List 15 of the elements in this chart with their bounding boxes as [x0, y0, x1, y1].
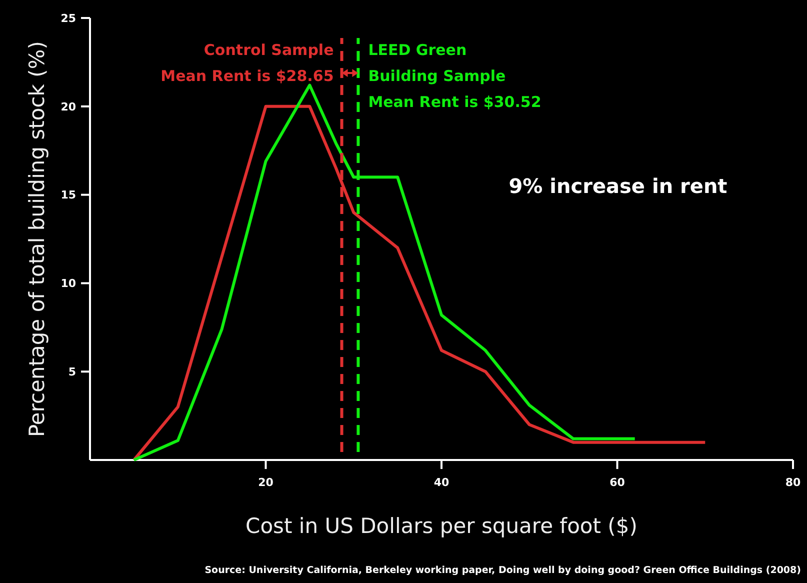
x-tick-label: 20 — [258, 476, 274, 489]
ref-line-label: Control Sample Mean Rent is $28.65 — [160, 41, 334, 85]
annotation: 9% increase in rent — [508, 174, 728, 198]
y-tick-label: 20 — [60, 100, 76, 114]
y-tick-label: 10 — [60, 277, 76, 290]
source-note: Source: University California, Berkeley working paper, Doing well by doing good? Green Office Buildings (2008) — [204, 565, 801, 576]
ref-line-label: LEED Green Building Sample Mean Rent is $30.52 — [368, 41, 542, 111]
x-axis-title: Cost in US Dollars per square foot ($) — [246, 514, 638, 538]
y-tick-label: 15 — [60, 188, 76, 202]
x-tick-label: 80 — [785, 476, 801, 489]
x-tick-label: 60 — [610, 476, 626, 489]
y-tick-label: 25 — [60, 12, 76, 25]
y-axis-title: Percentage of total building stock (%) — [25, 41, 49, 437]
x-tick-label: 40 — [434, 476, 450, 489]
y-tick-label: 5 — [68, 365, 76, 378]
